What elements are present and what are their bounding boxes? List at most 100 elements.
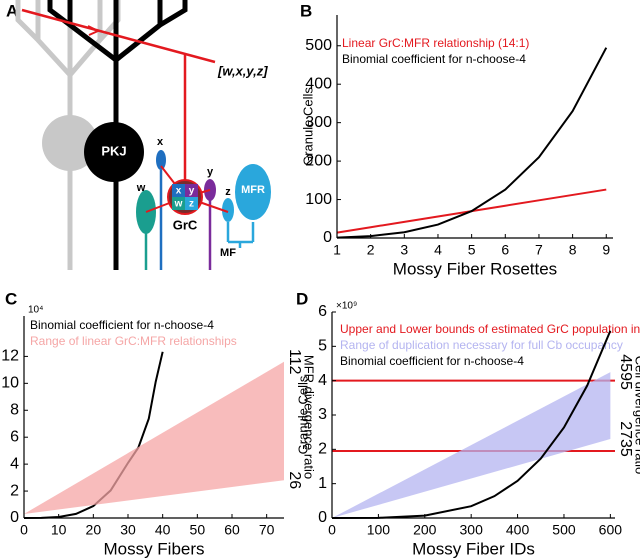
grc-input [185, 184, 198, 197]
y-tick-label: 6 [318, 303, 327, 320]
line [336, 47, 608, 239]
x-tick-label: 500 [552, 522, 576, 538]
x-tick-label: 6 [501, 242, 509, 258]
band-end-label: 26 [286, 471, 303, 489]
panel-label: D [296, 289, 308, 308]
panel-label: C [5, 289, 17, 308]
legend-entry: Upper and Lower bounds of estimated GrC … [340, 322, 640, 336]
y2-axis-label: MFR divergence ratio [302, 355, 317, 479]
band [332, 372, 611, 518]
y-tick-label: 400 [305, 75, 332, 92]
x-tick-label: 60 [224, 522, 240, 538]
y-axis-label: Granule Cells [295, 375, 310, 454]
y-tick-label: 0 [323, 229, 332, 246]
legend-entry: Linear GrC:MFR relationship (14:1) [342, 36, 529, 50]
fiber-label: w [136, 182, 146, 194]
y-tick-label: 1 [318, 475, 327, 492]
grc-input-label: x [176, 186, 182, 197]
parallel-fiber [21, 8, 216, 64]
y-axis-label: Granule Cells [300, 87, 315, 166]
x-tick-label: 4 [434, 242, 442, 258]
gray-neuron [15, 0, 121, 270]
panel-label: A [6, 1, 18, 20]
pkj-soma [84, 122, 144, 182]
line [331, 330, 612, 519]
y-tick-label: 8 [10, 401, 19, 418]
x-tick-label: 8 [569, 242, 577, 258]
legend-entry: Range of linear GrC:MFR relationships [30, 334, 237, 348]
diagram: A PKJ [w,x,y,z] MFR M [6, 0, 271, 270]
x-tick-label: 7 [535, 242, 543, 258]
band-end-label: 112 [286, 349, 303, 375]
x-tick-label: 300 [460, 522, 484, 538]
mf-label: MF [220, 247, 236, 259]
band [24, 361, 284, 514]
x-tick-label: 10 [51, 522, 67, 538]
arrow [87, 25, 101, 36]
band-end-label: 2735 [617, 421, 634, 457]
y-tick-label: 6 [10, 428, 19, 445]
y-tick-label: 3 [318, 406, 327, 423]
band-end-label: 4595 [617, 354, 634, 390]
grc-input [172, 184, 185, 197]
pkj-label: PKJ [101, 143, 126, 158]
grc-input-label: z [189, 199, 194, 210]
x-tick-label: 50 [190, 522, 206, 538]
x-tick-label: 5 [468, 242, 476, 258]
x-tick-label: 200 [413, 522, 437, 538]
y-tick-label: 0 [10, 509, 19, 526]
y-tick-label: 100 [305, 191, 332, 208]
grc-input [172, 197, 185, 210]
mfr-label: MFR [241, 184, 265, 196]
x-tick-label: 1 [333, 242, 341, 258]
x-tick-label: 3 [400, 242, 408, 258]
fiber-label: z [225, 186, 231, 198]
y-tick-label: 2 [318, 441, 327, 458]
mfr [235, 164, 271, 220]
y-tick-label: 200 [305, 152, 332, 169]
y-tick-label: 10 [1, 375, 19, 392]
grc-label: GrC [173, 217, 198, 232]
fiber-x [156, 150, 166, 170]
y-axis-label: Granule Cells [0, 377, 2, 456]
legend-entry: Binomial coefficient for n-choose-4 [30, 318, 214, 332]
fiber-label: x [157, 136, 164, 148]
legend-entry: Binomial coefficient for n-choose-4 [342, 52, 526, 66]
x-tick-label: 20 [86, 522, 102, 538]
parallel-fiber-label: [w,x,y,z] [217, 63, 268, 78]
x-axis-label: Mossy Fiber IDs [412, 539, 535, 558]
y-tick-label: 4 [10, 455, 19, 472]
x-tick-label: 9 [602, 242, 610, 258]
x-tick-label: 30 [120, 522, 136, 538]
y-multiplier: ×10⁹ [336, 301, 357, 312]
panel-label: B [300, 1, 312, 20]
x-tick-label: 70 [259, 522, 275, 538]
mossy-fibers [144, 170, 255, 270]
grc-input [185, 197, 198, 210]
x-tick-label: 600 [599, 522, 623, 538]
y-tick-label: 12 [1, 348, 19, 365]
grc-input-label: w [174, 199, 183, 210]
y-tick-label: 4 [318, 372, 327, 389]
grc-input-label: y [189, 186, 195, 197]
x-tick-label: 40 [155, 522, 171, 538]
x-axis-label: Mossy Fibers [103, 539, 204, 558]
y-tick-label: 0 [318, 509, 327, 526]
y-tick-label: 300 [305, 114, 332, 131]
x-axis-label: Mossy Fiber Rosettes [393, 259, 557, 278]
x-tick-label: 100 [367, 522, 391, 538]
y-multiplier: 10⁴ [28, 305, 43, 316]
y-tick-label: 5 [318, 338, 327, 355]
y2-axis-label: Cell divergence ratio [633, 356, 640, 475]
y-tick-label: 2 [10, 482, 19, 499]
x-tick-label: 400 [506, 522, 530, 538]
fiber-z [222, 198, 234, 222]
y-tick-label: 500 [305, 37, 332, 54]
x-tick-label: 0 [328, 522, 336, 538]
fiber-label: y [207, 166, 214, 178]
legend-entry: Range of duplication necessary for full … [340, 338, 623, 352]
gray-soma [42, 115, 98, 171]
x-tick-label: 0 [20, 522, 28, 538]
x-tick-label: 2 [367, 242, 375, 258]
